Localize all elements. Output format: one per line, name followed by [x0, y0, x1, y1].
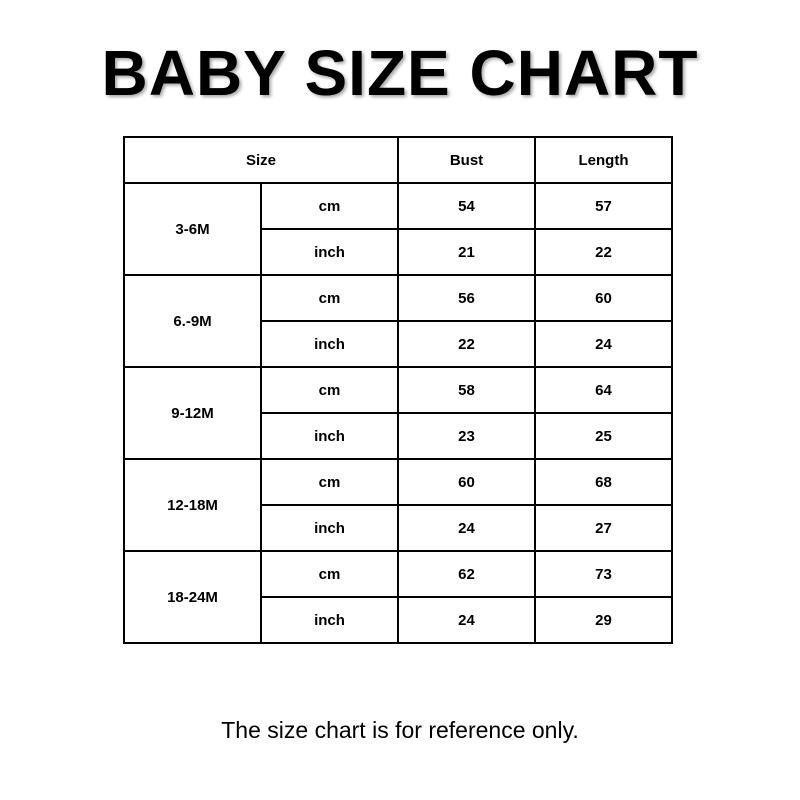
header-bust: Bust [397, 136, 536, 184]
table-row: inch 21 22 [124, 228, 673, 276]
size-cell: 3-6M [123, 182, 262, 276]
table-row: 12-18M cm 60 68 [123, 458, 673, 552]
unit-cell: cm [260, 458, 399, 506]
page-title: BABY SIZE CHART [101, 37, 699, 109]
table-row: inch 22 24 [124, 320, 673, 368]
size-table: Size Bust Length 3-6M cm 54 57 inch 21 22 6.-9M… [123, 136, 673, 644]
bust-cell: 23 [397, 412, 536, 460]
unit-cell: inch [260, 596, 399, 644]
length-cell: 27 [534, 504, 673, 552]
unit-cell: cm [260, 182, 399, 230]
table-row: 9-12M cm 58 64 [123, 366, 673, 460]
unit-cell: inch [260, 504, 399, 552]
unit-cell: cm [260, 274, 399, 322]
bust-cell: 22 [397, 320, 536, 368]
bust-cell: 62 [397, 550, 536, 598]
header-row: Size Bust Length [123, 136, 673, 184]
table-row: inch 24 29 [124, 596, 673, 644]
unit-cell: cm [260, 550, 399, 598]
reference-note: The size chart is for reference only. [221, 717, 579, 743]
length-cell: 64 [534, 366, 673, 414]
length-cell: 22 [534, 228, 673, 276]
table-row: inch 23 25 [124, 412, 673, 460]
bust-cell: 54 [397, 182, 536, 230]
length-cell: 73 [534, 550, 673, 598]
length-cell: 68 [534, 458, 673, 506]
length-cell: 25 [534, 412, 673, 460]
unit-cell: inch [260, 320, 399, 368]
bust-cell: 58 [397, 366, 536, 414]
size-cell: 6.-9M [123, 274, 262, 368]
table-row: inch 24 27 [124, 504, 673, 552]
unit-cell: inch [260, 228, 399, 276]
length-cell: 57 [534, 182, 673, 230]
table-row: 18-24M cm 62 73 [123, 550, 673, 644]
length-cell: 60 [534, 274, 673, 322]
unit-cell: cm [260, 366, 399, 414]
bust-cell: 60 [397, 458, 536, 506]
length-cell: 24 [534, 320, 673, 368]
table-row: 3-6M cm 54 57 [123, 182, 673, 276]
size-cell: 9-12M [123, 366, 262, 460]
table-row: 6.-9M cm 56 60 [123, 274, 673, 368]
bust-cell: 24 [397, 504, 536, 552]
bust-cell: 21 [397, 228, 536, 276]
size-cell: 12-18M [123, 458, 262, 552]
unit-cell: inch [260, 412, 399, 460]
length-cell: 29 [534, 596, 673, 644]
bust-cell: 24 [397, 596, 536, 644]
header-size: Size [123, 136, 399, 184]
header-length: Length [534, 136, 673, 184]
size-cell: 18-24M [123, 550, 262, 644]
bust-cell: 56 [397, 274, 536, 322]
